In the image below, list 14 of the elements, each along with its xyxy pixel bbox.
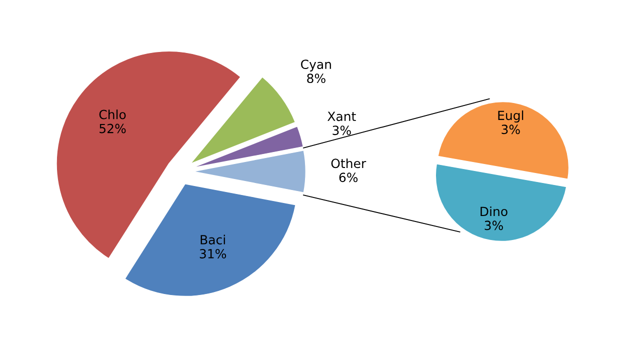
data-label: 52%	[100, 124, 126, 134]
slice-label: Xant	[328, 112, 356, 122]
data-label: 31%	[200, 248, 226, 258]
slice-label: Dino	[480, 206, 508, 216]
data-label: 3%	[502, 124, 520, 134]
slice-label: Eugl	[498, 110, 524, 123]
data-label: 8%	[307, 74, 326, 84]
slice-label: Baci	[200, 234, 225, 244]
slice-label: Chlo	[99, 110, 126, 120]
data-label: 6%	[339, 172, 358, 182]
slice-label: Cyan	[301, 60, 331, 72]
slice-label: Other	[331, 158, 366, 168]
data-label: 3%	[484, 220, 503, 230]
data-label: 3%	[332, 126, 351, 136]
